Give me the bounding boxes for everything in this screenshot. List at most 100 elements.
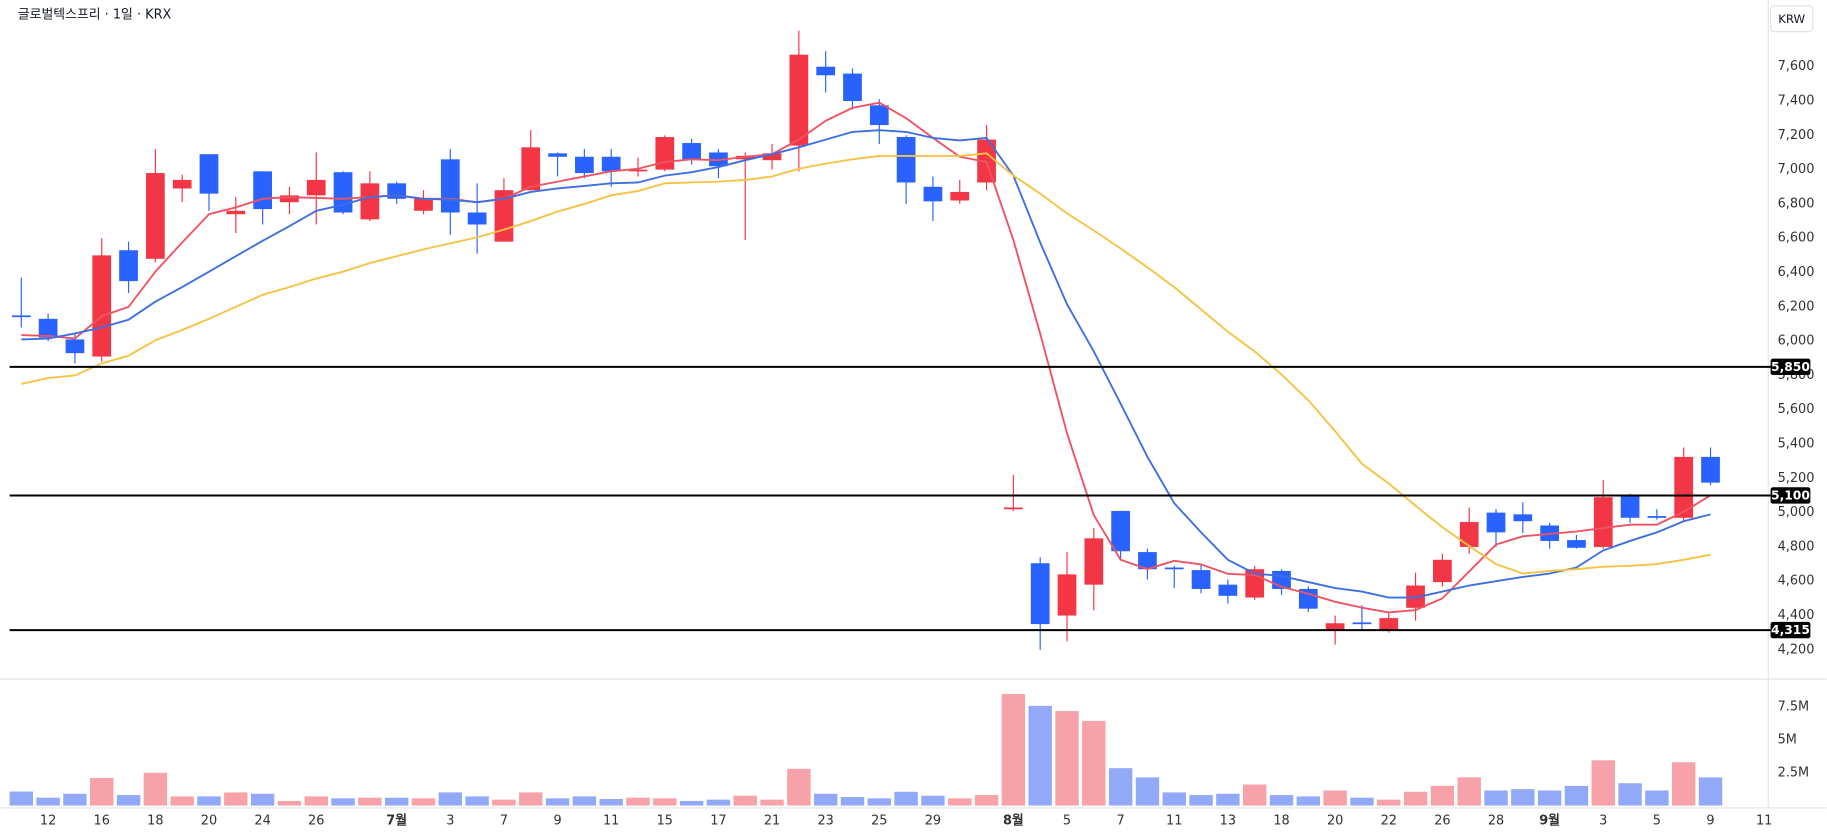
price-badge [1770, 621, 1811, 639]
volume-bar [519, 792, 543, 806]
y-tick-label: 7,600 [1778, 59, 1815, 74]
volume-bar [813, 793, 838, 806]
volume-bar [1618, 783, 1642, 806]
volume-bar [1108, 768, 1133, 806]
candle-body [11, 315, 31, 318]
candle-body [1325, 623, 1345, 631]
volume-bar [331, 798, 355, 806]
volume-bar [358, 797, 382, 806]
x-tick-label: 15 [657, 813, 673, 828]
volume-bar [948, 798, 972, 806]
y-tick-label: 5,000 [1778, 505, 1815, 520]
volume-bar [545, 798, 570, 806]
price-badge [1770, 487, 1811, 504]
candle-body [145, 173, 165, 259]
candle-body [1218, 584, 1238, 596]
candle-body [119, 250, 138, 282]
y-tick-label: 7,400 [1778, 94, 1815, 109]
y-tick-label: 6,400 [1778, 265, 1815, 280]
candle-body [521, 147, 541, 191]
candle-body [575, 156, 594, 174]
volume-bar [116, 795, 141, 806]
x-tick-label: 8월 [1003, 812, 1024, 828]
volume-bar [679, 800, 704, 806]
candle-body [1004, 507, 1023, 510]
candle-body [65, 339, 85, 354]
volume-bar [384, 797, 409, 806]
candle-body [1352, 622, 1372, 625]
volume-bar [706, 799, 731, 806]
volume-bar [250, 793, 275, 806]
candle-body [1379, 618, 1399, 631]
x-tick-label: 3 [1599, 813, 1607, 828]
y-tick-label: 5,600 [1778, 402, 1815, 417]
candle-body [92, 255, 112, 357]
volume-bar [921, 795, 945, 806]
candle-body [1620, 495, 1640, 518]
currency[interactable]: KRW [1778, 12, 1805, 26]
candle-body [789, 54, 809, 146]
candle-body [1433, 559, 1452, 583]
y-tick-label: 6,200 [1778, 299, 1815, 314]
volume-bar [1430, 785, 1455, 806]
candle-body [1298, 588, 1318, 609]
moving-average [21, 152, 1711, 575]
candle-body [38, 318, 58, 338]
candle-body [682, 143, 701, 160]
volume-bar [1001, 694, 1026, 806]
x-tick-label: 5 [1063, 813, 1071, 828]
y-tick-label: 4,600 [1778, 574, 1815, 589]
x-tick-label: 21 [764, 813, 780, 828]
volume-bar [1135, 777, 1160, 806]
volume-bar [1162, 792, 1186, 806]
candle-body [360, 183, 380, 220]
volume-tick-label: 5M [1778, 732, 1797, 747]
chart-title: 글로벌텍스프리 · 1일 · KRX [18, 8, 172, 23]
volume-bar [224, 792, 248, 806]
moving-average [21, 101, 1712, 614]
candle-body [601, 156, 621, 172]
volume-bar [840, 797, 865, 806]
currency-box[interactable] [1769, 5, 1814, 33]
volume-bar [304, 796, 328, 806]
x-tick-label: 7 [500, 813, 508, 828]
y-tick-label: 4,800 [1778, 539, 1815, 554]
candle-body [1513, 514, 1533, 522]
volume-bar [599, 798, 623, 806]
volume-bar [1671, 762, 1696, 806]
volume-bar [411, 798, 436, 806]
x-tick-label: 5 [1653, 813, 1661, 828]
candle-body [1674, 456, 1694, 518]
candle-body [172, 179, 192, 189]
x-tick-label: 18 [147, 813, 163, 828]
x-tick-label: 29 [925, 813, 941, 828]
volume-bar [733, 795, 757, 806]
x-tick-label: 3 [446, 813, 454, 828]
x-tick-label: 9 [553, 813, 561, 828]
candle-body [306, 179, 326, 196]
volume-bar [1269, 795, 1294, 806]
volume-bar [787, 768, 811, 806]
candle-body [1486, 512, 1506, 533]
candle-body [923, 186, 943, 202]
x-tick-label: 11 [603, 813, 619, 828]
volume-bar [1457, 777, 1481, 806]
volume-bar [197, 796, 221, 806]
y-tick-label: 4,200 [1778, 642, 1815, 657]
candle-body [628, 169, 648, 172]
volume-bar [1377, 799, 1401, 806]
volume-bar [36, 797, 60, 806]
candle-body [1567, 540, 1586, 548]
volume-bar [492, 799, 516, 806]
volume-bar [572, 796, 597, 806]
volume-bar [277, 800, 302, 806]
x-tick-label: 17 [710, 813, 726, 828]
x-tick-label: 28 [1488, 813, 1504, 828]
x-tick-label: 13 [1220, 813, 1236, 828]
candle-body [333, 172, 353, 213]
y-tick-label: 6,600 [1778, 231, 1815, 246]
volume-bar [894, 791, 918, 806]
x-tick-label: 16 [94, 813, 110, 828]
volume-bar [90, 778, 114, 806]
